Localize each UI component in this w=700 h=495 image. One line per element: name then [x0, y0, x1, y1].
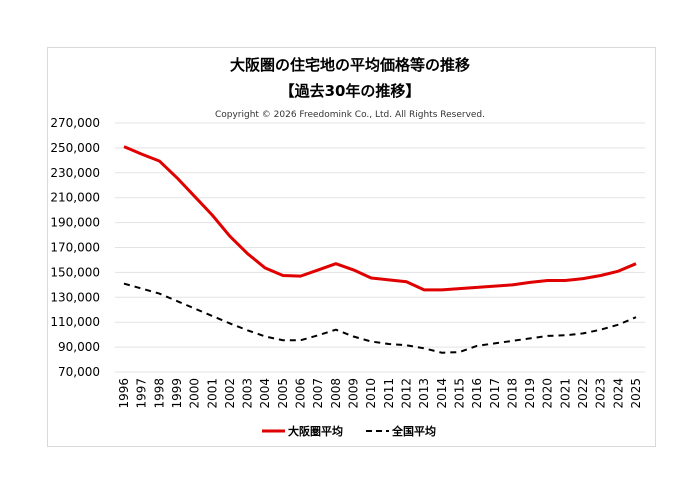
- y-tick-label: 250,000: [50, 141, 100, 155]
- x-tick-label: 1997: [135, 378, 149, 409]
- copyright-text: Copyright © 2026 Freedomink Co., Ltd. Al…: [215, 110, 485, 120]
- legend-label-osaka: 大阪圏平均: [288, 424, 343, 438]
- x-tick-label: 2012: [399, 378, 413, 409]
- x-tick-label: 2011: [382, 378, 396, 409]
- y-tick-label: 110,000: [50, 315, 100, 329]
- legend-label-national: 全国平均: [391, 424, 436, 438]
- x-tick-label: 2008: [329, 378, 343, 409]
- x-tick-label: 2022: [576, 378, 590, 409]
- x-tick-label: 2021: [558, 378, 572, 409]
- y-tick-label: 130,000: [50, 290, 100, 304]
- x-tick-label: 2010: [364, 378, 378, 409]
- x-tick-label: 2007: [311, 378, 325, 409]
- x-tick-label: 2016: [470, 378, 484, 409]
- x-tick-label: 2019: [523, 378, 537, 409]
- x-tick-label: 2006: [294, 378, 308, 409]
- series-line-national: [123, 282, 637, 354]
- x-tick-label: 2005: [276, 378, 290, 409]
- x-tick-label: 2020: [541, 378, 555, 409]
- y-tick-label: 210,000: [50, 191, 100, 205]
- x-tick-label: 2023: [594, 378, 608, 409]
- legend: 大阪圏平均 全国平均: [262, 424, 436, 438]
- x-tick-label: 2000: [188, 378, 202, 409]
- series-line-osaka: [123, 145, 637, 292]
- x-tick-label: 1998: [152, 378, 166, 409]
- x-tick-label: 2003: [241, 378, 255, 409]
- y-tick-label: 230,000: [50, 166, 100, 180]
- x-tick-label: 2004: [258, 378, 272, 409]
- x-tick-label: 2009: [347, 378, 361, 409]
- x-tick-label: 2024: [611, 378, 625, 409]
- x-tick-label: 2025: [629, 378, 643, 409]
- x-tick-label: 2014: [435, 378, 449, 409]
- y-tick-label: 190,000: [50, 216, 100, 230]
- y-tick-label: 270,000: [50, 116, 100, 130]
- x-tick-label: 2001: [205, 378, 219, 409]
- y-tick-label: 170,000: [50, 241, 100, 255]
- x-tick-label: 2018: [505, 378, 519, 409]
- y-tick-label: 150,000: [50, 265, 100, 279]
- x-tick-label: 2017: [488, 378, 502, 409]
- x-tick-label: 1999: [170, 378, 184, 409]
- x-tick-label: 2013: [417, 378, 431, 409]
- x-tick-label: 2015: [452, 378, 466, 409]
- y-tick-label: 90,000: [58, 340, 100, 354]
- x-tick-label: 2002: [223, 378, 237, 409]
- chart-title: 大阪圏の住宅地の平均価格等の推移: [230, 56, 470, 74]
- y-tick-label: 70,000: [58, 365, 100, 379]
- chart-subtitle: 【過去30年の推移】: [280, 82, 421, 100]
- x-tick-label: 1996: [117, 378, 131, 409]
